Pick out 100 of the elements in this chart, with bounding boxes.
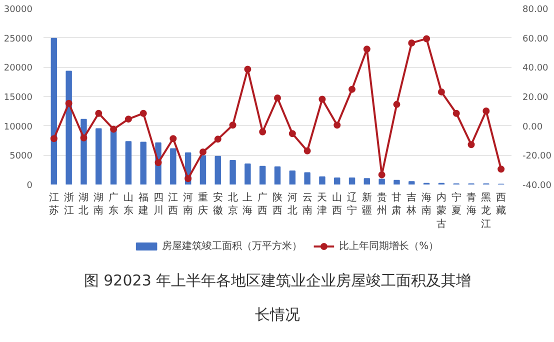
y-tick-label: 20000: [4, 64, 33, 74]
x-tick-label: 新疆: [362, 192, 372, 217]
point: [154, 159, 162, 166]
bar: [378, 178, 385, 184]
bar: [140, 142, 146, 184]
bar: [259, 166, 266, 184]
point: [80, 134, 88, 142]
point: [244, 66, 252, 73]
x-tick-label: 河南: [183, 192, 194, 217]
x-tick-label: 北京: [228, 192, 238, 217]
bar: [289, 170, 296, 184]
legend-label: 比上年同期增长（%）: [339, 240, 439, 252]
point: [334, 122, 341, 129]
point: [140, 110, 147, 117]
y2-tick-label: -20.00: [522, 152, 552, 162]
x-tick-label: 山西: [332, 192, 342, 217]
point: [318, 96, 326, 103]
legend-label: 房屋建筑竣工面积（万平方米）: [162, 240, 302, 252]
point: [393, 100, 400, 108]
y2-tick-label: -40.00: [522, 181, 552, 191]
x-tick-label: 山东: [123, 192, 134, 217]
bar: [319, 176, 326, 184]
x-tick-label: 吉林: [406, 192, 417, 217]
x-tick-label: 河北: [287, 192, 298, 217]
bar: [200, 155, 206, 184]
x-tick-label: 安徽: [212, 192, 223, 217]
point: [438, 88, 445, 96]
y2-tick-label: 0.00: [522, 122, 543, 132]
point: [199, 148, 206, 156]
y-tick-label: 10000: [4, 122, 33, 132]
point: [259, 128, 266, 136]
point: [408, 39, 416, 46]
x-tick-label: 天津: [317, 192, 328, 217]
bar: [96, 128, 102, 184]
x-tick-label: 西藏: [496, 192, 506, 217]
point: [214, 136, 222, 143]
x-tick-label: 湖南: [94, 192, 104, 217]
bar: [274, 166, 281, 184]
point: [95, 110, 102, 117]
point: [110, 126, 118, 133]
x-tick-label: 四川: [153, 192, 164, 217]
point: [65, 100, 72, 107]
point: [288, 130, 296, 138]
bar: [50, 38, 58, 184]
x-tick-label: 陕西: [272, 192, 282, 217]
point: [184, 175, 192, 182]
y-tick-label: 5000: [10, 152, 33, 162]
bar: [170, 148, 176, 184]
x-tick-label: 贵州: [376, 192, 387, 217]
x-tick-label: 广西: [258, 192, 268, 217]
point: [124, 116, 132, 123]
bar: [66, 70, 72, 184]
point: [304, 147, 311, 154]
bar: [125, 141, 132, 184]
bar: [394, 180, 400, 184]
x-tick-label: 福建: [137, 192, 148, 217]
x-tick-label: 青海: [466, 192, 476, 217]
point: [378, 171, 386, 178]
point: [482, 108, 490, 115]
x-tick-label: 江苏: [48, 192, 59, 217]
x-tick-label: 重庆: [198, 192, 208, 217]
x-tick-label: 内蒙古: [436, 192, 446, 230]
point: [50, 135, 58, 142]
bar: [214, 156, 221, 184]
y-tick-label: 25000: [4, 34, 33, 44]
x-tick-label: 浙江: [64, 192, 74, 217]
point: [348, 86, 356, 93]
bar: [230, 160, 236, 184]
x-tick-label: 上海: [242, 192, 253, 217]
x-tick-label: 辽宁: [347, 192, 358, 217]
bar: [244, 163, 251, 184]
y-tick-label: 0: [26, 181, 33, 191]
point: [274, 94, 281, 102]
point: [452, 110, 460, 117]
y2-tick-label: 80.00: [522, 5, 549, 15]
y-tick-label: 15000: [4, 93, 33, 103]
y2-tick-label: 40.00: [522, 64, 549, 74]
point: [423, 35, 430, 42]
y2-tick-label: 20.00: [522, 93, 549, 103]
bar: [364, 178, 370, 184]
point: [498, 166, 505, 173]
bar: [348, 178, 356, 184]
bar: [304, 172, 310, 184]
y2-tick-label: 60.00: [522, 34, 549, 44]
point: [468, 141, 475, 148]
x-tick-label: 广东: [108, 192, 119, 217]
point: [363, 46, 370, 53]
bar: [110, 129, 117, 184]
text: 图 92023 年上半年各地区建筑业企业房屋竣工面积及其增长情况: [84, 272, 472, 324]
point: [170, 135, 177, 142]
bar: [408, 181, 415, 184]
x-tick-label: 海南: [422, 192, 432, 217]
x-tick-label: 宁夏: [451, 192, 462, 217]
bar: [334, 178, 340, 184]
x-tick-label: 甘肃: [392, 192, 402, 217]
x-tick-label: 湖北: [78, 192, 89, 217]
y-tick-label: 30000: [4, 5, 33, 15]
x-tick-label: 云南: [302, 192, 312, 217]
x-tick-label: 黑龙江: [481, 192, 492, 230]
x-tick-label: 江西: [168, 192, 178, 217]
